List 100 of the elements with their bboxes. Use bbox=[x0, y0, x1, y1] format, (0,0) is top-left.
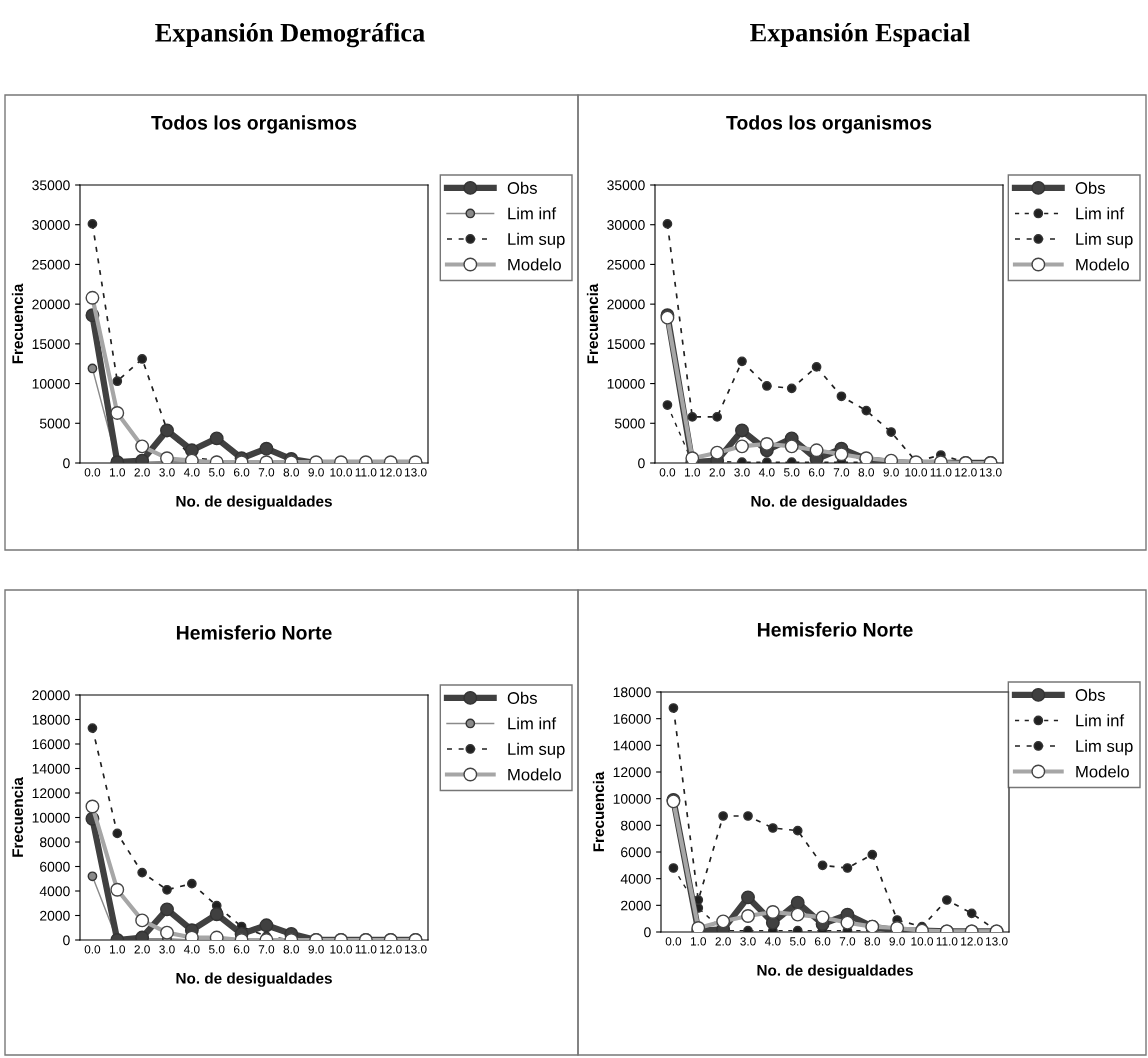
y-tick-label: 12000 bbox=[32, 788, 70, 799]
x-tick-label: 2.0 bbox=[709, 468, 725, 477]
x-tick-label: 5.0 bbox=[208, 945, 225, 954]
y-tick-label: 15000 bbox=[607, 339, 645, 350]
y-tick-label: 5000 bbox=[614, 418, 645, 429]
y-tick-label: 8000 bbox=[39, 837, 70, 848]
y-tick-label: 10000 bbox=[32, 812, 70, 823]
legend-label: Obs bbox=[507, 181, 537, 194]
x-tick-label: 4.0 bbox=[183, 945, 200, 954]
y-tick-label: 10000 bbox=[607, 378, 645, 389]
text: Expansión Demográfica bbox=[155, 22, 425, 48]
x-tick-label: 13.0 bbox=[404, 468, 427, 477]
x-tick-label: 11.0 bbox=[355, 468, 377, 477]
x-tick-label: 12.0 bbox=[955, 468, 977, 477]
y-tick-label: 20000 bbox=[32, 299, 70, 310]
legend-label: Lim sup bbox=[1076, 232, 1133, 249]
y-tick-label: 16000 bbox=[613, 714, 651, 724]
y-tick-label: 0 bbox=[63, 935, 70, 946]
x-tick-label: 2.0 bbox=[134, 468, 150, 477]
x-tick-label: 13.0 bbox=[985, 937, 1008, 946]
legend-label: Obs bbox=[507, 691, 537, 704]
y-axis-title: Frecuencia bbox=[592, 771, 605, 852]
legend-label: Obs bbox=[1075, 688, 1105, 701]
legend-label: Lim inf bbox=[508, 207, 557, 220]
y-tick-label: 0 bbox=[63, 458, 70, 469]
y-tick-label: 4000 bbox=[620, 874, 651, 884]
x-tick-label: 12.0 bbox=[380, 945, 402, 954]
y-axis-title: Frecuencia bbox=[586, 283, 599, 364]
chart-title: Hemisferio Norte bbox=[757, 622, 913, 637]
y-tick-label: 18000 bbox=[32, 714, 70, 725]
y-tick-label: 14000 bbox=[32, 763, 70, 774]
x-tick-label: 6.0 bbox=[808, 468, 825, 477]
legend-label: Modelo bbox=[508, 258, 561, 271]
x-tick-label: 2.0 bbox=[715, 937, 731, 946]
y-tick-label: 20000 bbox=[32, 690, 70, 701]
x-tick-label: 7.0 bbox=[258, 468, 275, 477]
y-tick-label: 25000 bbox=[607, 259, 645, 270]
y-tick-label: 35000 bbox=[607, 180, 645, 191]
x-tick-label: 1.0 bbox=[690, 937, 707, 946]
x-tick-label: 9.0 bbox=[889, 937, 905, 946]
x-tick-label: 8.0 bbox=[864, 937, 881, 946]
y-tick-label: 5000 bbox=[39, 418, 70, 429]
x-axis-title: No. de desigualdades bbox=[751, 495, 907, 510]
legend-label: Lim inf bbox=[1076, 714, 1125, 727]
x-tick-label: 10.0 bbox=[911, 937, 934, 946]
chart-title: Todos los organismos bbox=[726, 115, 932, 134]
x-tick-label: 8.0 bbox=[283, 945, 300, 954]
y-tick-label: 20000 bbox=[607, 299, 645, 310]
y-tick-label: 18000 bbox=[613, 687, 651, 698]
y-tick-label: 35000 bbox=[32, 180, 70, 191]
x-tick-label: 5.0 bbox=[789, 937, 806, 946]
y-tick-label: 8000 bbox=[620, 820, 651, 831]
y-tick-label: 12000 bbox=[613, 767, 651, 778]
y-tick-label: 10000 bbox=[613, 794, 651, 804]
legend-label: Lim sup bbox=[1076, 739, 1133, 756]
x-tick-label: 0.0 bbox=[84, 468, 101, 477]
y-tick-label: 16000 bbox=[32, 739, 70, 750]
x-tick-label: 12.0 bbox=[961, 937, 983, 946]
legend-label: Obs bbox=[1075, 181, 1105, 194]
x-tick-label: 11.0 bbox=[355, 945, 377, 954]
legend-label: Modelo bbox=[508, 768, 561, 781]
x-tick-label: 1.0 bbox=[684, 468, 701, 477]
x-tick-label: 9.0 bbox=[883, 468, 899, 477]
legend-label: Lim sup bbox=[508, 742, 565, 759]
x-tick-label: 0.0 bbox=[84, 945, 101, 954]
y-tick-label: 4000 bbox=[39, 886, 70, 897]
x-axis-title: No. de desigualdades bbox=[176, 972, 332, 987]
x-tick-label: 11.0 bbox=[936, 937, 958, 946]
y-tick-label: 6000 bbox=[621, 847, 651, 858]
x-tick-label: 7.0 bbox=[258, 945, 275, 954]
legend-label: Lim inf bbox=[508, 717, 557, 730]
y-tick-label: 6000 bbox=[40, 861, 70, 872]
x-tick-label: 11.0 bbox=[930, 468, 952, 477]
y-tick-label: 14000 bbox=[613, 740, 651, 751]
x-tick-label: 8.0 bbox=[283, 468, 300, 477]
x-tick-label: 10.0 bbox=[330, 468, 353, 477]
x-axis-title: No. de desigualdades bbox=[176, 495, 332, 510]
y-tick-label: 0 bbox=[638, 458, 645, 469]
y-tick-label: 2000 bbox=[621, 900, 651, 911]
x-tick-label: 5.0 bbox=[783, 468, 800, 477]
x-tick-label: 0.0 bbox=[665, 937, 682, 946]
y-tick-label: 2000 bbox=[40, 910, 70, 921]
x-tick-label: 2.0 bbox=[134, 945, 150, 954]
x-tick-label: 6.0 bbox=[233, 468, 250, 477]
x-tick-label: 3.0 bbox=[734, 468, 750, 477]
y-tick-label: 15000 bbox=[32, 339, 70, 350]
x-tick-label: 3.0 bbox=[159, 945, 175, 954]
x-tick-label: 9.0 bbox=[308, 468, 324, 477]
x-tick-label: 12.0 bbox=[380, 468, 402, 477]
x-tick-label: 10.0 bbox=[905, 468, 928, 477]
x-tick-label: 5.0 bbox=[208, 468, 225, 477]
x-tick-label: 4.0 bbox=[758, 468, 775, 477]
x-tick-label: 13.0 bbox=[979, 468, 1002, 477]
legend-label: Lim sup bbox=[508, 232, 565, 249]
y-tick-label: 0 bbox=[644, 927, 651, 938]
x-tick-label: 10.0 bbox=[330, 945, 353, 954]
x-tick-label: 4.0 bbox=[183, 468, 200, 477]
y-tick-label: 30000 bbox=[32, 220, 70, 230]
x-tick-label: 9.0 bbox=[308, 945, 324, 954]
y-tick-label: 30000 bbox=[607, 220, 645, 230]
